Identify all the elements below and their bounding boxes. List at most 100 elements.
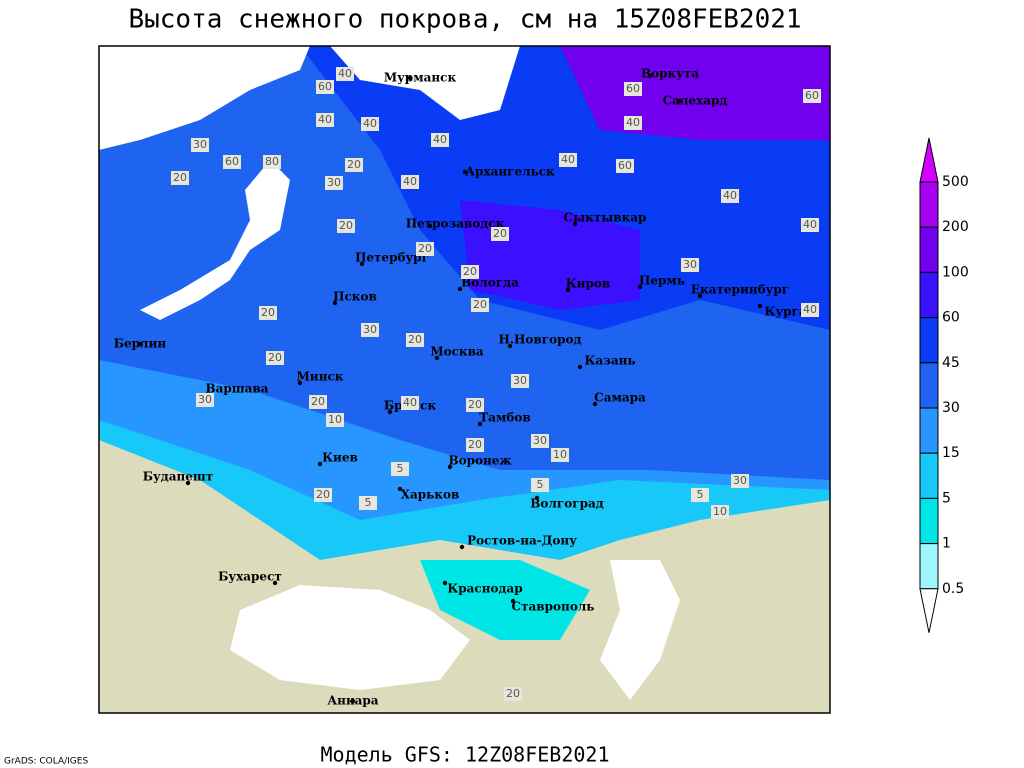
- city-label: Сыктывкар: [564, 211, 647, 225]
- contour-label-bg: [504, 687, 522, 701]
- city-label: Ставрополь: [512, 600, 595, 614]
- legend-box: [919, 362, 939, 409]
- contour-label: 40: [626, 116, 640, 129]
- city-label: Москва: [430, 345, 484, 359]
- city-dot: [332, 300, 338, 306]
- contour-label-bg: [326, 413, 344, 427]
- legend-box: [919, 452, 939, 499]
- legend-label: 500: [942, 174, 969, 190]
- contour-label: 30: [513, 374, 527, 387]
- contour-label-bg: [391, 462, 409, 476]
- city-label: Екатеринбург: [691, 283, 789, 297]
- legend-box: [919, 181, 939, 228]
- city-label: Мурманск: [384, 71, 457, 85]
- contour-label: 20: [493, 227, 507, 240]
- contour-label-bg: [191, 138, 209, 152]
- city-label: Ростов-на-Дону: [467, 534, 577, 548]
- contour-label-bg: [361, 323, 379, 337]
- legend-label: 0.5: [942, 581, 964, 597]
- map: [99, 46, 830, 713]
- city-label: Берлин: [114, 337, 167, 351]
- contour-label-bg: [401, 175, 419, 189]
- contour-label-bg: [551, 448, 569, 462]
- city-label: Самара: [594, 391, 646, 405]
- city-label: Анкара: [327, 694, 378, 708]
- contour-label-bg: [171, 171, 189, 185]
- city-label: Архангельск: [465, 165, 555, 179]
- contour-label-bg: [361, 117, 379, 131]
- contour-label: 30: [733, 474, 747, 487]
- contour-label-bg: [259, 306, 277, 320]
- city-dot: [510, 598, 516, 604]
- legend-label: 5: [942, 490, 951, 506]
- contour-label: 60: [225, 155, 239, 168]
- contour-label-bg: [316, 113, 334, 127]
- credit: GrADS: COLA/IGES: [4, 757, 88, 767]
- legend-box: [919, 271, 939, 319]
- black-sea: [230, 585, 470, 690]
- title: Высота снежного покрова, см на 15Z08FEB2…: [128, 5, 801, 35]
- contour-label-bg: [681, 258, 699, 272]
- contour-label-bg: [461, 265, 479, 279]
- legend-label: 15: [942, 445, 960, 461]
- city-dot: [434, 355, 440, 361]
- contour-label: 40: [561, 153, 575, 166]
- contour-label: 40: [338, 67, 352, 80]
- contour-label: 5: [697, 488, 704, 501]
- contour-label-bg: [731, 474, 749, 488]
- legend-box: [919, 226, 939, 273]
- city-dot: [317, 461, 323, 467]
- contour-label-bg: [491, 227, 509, 241]
- contour-label: 20: [347, 158, 361, 171]
- contour-label: 20: [468, 438, 482, 451]
- city-label: Н.Новгород: [499, 333, 582, 347]
- contour-label: 5: [365, 496, 372, 509]
- city-dot: [572, 221, 578, 227]
- city-dot: [387, 409, 393, 415]
- city-dot: [185, 480, 191, 486]
- caucasus-snow: [420, 560, 590, 640]
- city-dot: [757, 303, 763, 309]
- legend-box: [919, 317, 939, 364]
- map-frame: [98, 45, 831, 714]
- legend-box: [919, 407, 939, 454]
- city-dot: [359, 261, 365, 267]
- contour-label: 5: [397, 462, 404, 475]
- contour-label-bg: [711, 505, 729, 519]
- city-dot: [350, 698, 356, 704]
- city-label: Харьков: [401, 488, 460, 502]
- contour-label-bg: [325, 176, 343, 190]
- contour-label-bg: [416, 242, 434, 256]
- contour-label-bg: [531, 478, 549, 492]
- city-label: Минск: [297, 370, 344, 384]
- city-label: Варшава: [205, 382, 268, 396]
- contour-label: 40: [723, 189, 737, 202]
- legend-cap-top: [919, 137, 939, 183]
- contour-label-bg: [337, 219, 355, 233]
- city-dot: [272, 580, 278, 586]
- contour-label-bg: [359, 496, 377, 510]
- contour-label: 30: [363, 323, 377, 336]
- city-label: Волгоград: [530, 497, 603, 511]
- contour-label: 20: [468, 398, 482, 411]
- city-dot: [297, 380, 303, 386]
- city-label: Тамбов: [479, 411, 530, 425]
- contour-label: 40: [403, 175, 417, 188]
- contour-label-bg: [511, 374, 529, 388]
- contour-label: 30: [198, 393, 212, 406]
- caspian-sea: [600, 560, 680, 700]
- contour-label: 10: [713, 505, 727, 518]
- city-label: Воркута: [641, 67, 699, 81]
- contour-label: 40: [803, 303, 817, 316]
- legend-label: 45: [942, 355, 960, 371]
- contour-label-bg: [316, 80, 334, 94]
- contour-label-bg: [471, 298, 489, 312]
- contour-label: 10: [328, 413, 342, 426]
- barents-sea: [330, 46, 520, 120]
- city-label: Краснодар: [447, 582, 522, 596]
- contour-label: 20: [173, 171, 187, 184]
- contour-label: 20: [339, 219, 353, 232]
- city-label: Псков: [333, 290, 377, 304]
- city-label: Бухарест: [218, 570, 282, 584]
